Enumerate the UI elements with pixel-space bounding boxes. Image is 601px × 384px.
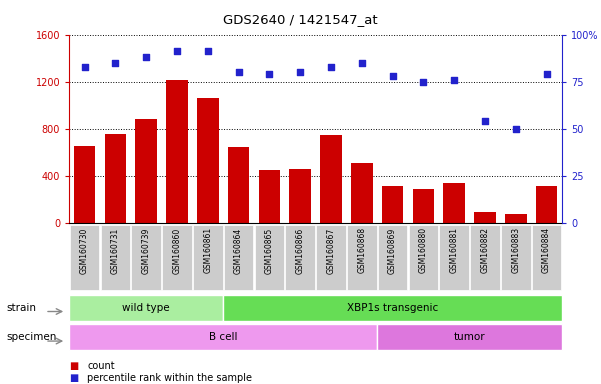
Text: GSM160881: GSM160881 (450, 227, 459, 273)
Bar (320, 134, 342, 223)
Bar (224, 225, 253, 290)
Bar (74, 146, 96, 223)
Text: strain: strain (6, 303, 36, 313)
Text: ■: ■ (69, 361, 78, 371)
Bar (532, 225, 561, 290)
Point (234, 69, 243, 75)
Bar (378, 225, 407, 290)
Point (388, 73, 397, 79)
Bar (316, 225, 346, 290)
Text: GDS2640 / 1421547_at: GDS2640 / 1421547_at (223, 13, 378, 26)
Point (264, 71, 274, 77)
Text: XBP1s transgenic: XBP1s transgenic (347, 303, 438, 313)
Point (357, 60, 367, 66)
Bar (223, 295, 562, 321)
Bar (444, 183, 465, 223)
Bar (289, 169, 311, 223)
Bar (258, 170, 280, 223)
Bar (69, 295, 223, 321)
Text: GSM160860: GSM160860 (172, 227, 182, 273)
Bar (70, 225, 99, 290)
Text: percentile rank within the sample: percentile rank within the sample (87, 373, 252, 383)
Bar (228, 147, 249, 223)
Bar (193, 225, 222, 290)
Bar (377, 324, 562, 350)
Text: GSM160861: GSM160861 (203, 227, 212, 273)
Point (295, 69, 305, 75)
Text: wild type: wild type (123, 303, 170, 313)
Text: GSM160865: GSM160865 (265, 227, 274, 273)
Text: GSM160868: GSM160868 (357, 227, 366, 273)
Bar (132, 225, 161, 290)
Point (111, 60, 120, 66)
Point (450, 77, 459, 83)
Bar (135, 119, 157, 223)
Text: count: count (87, 361, 115, 371)
Text: GSM160739: GSM160739 (142, 227, 151, 274)
Text: GSM160866: GSM160866 (296, 227, 305, 273)
Bar (347, 225, 376, 290)
Bar (501, 225, 531, 290)
Point (326, 63, 336, 70)
Text: GSM160867: GSM160867 (326, 227, 335, 273)
Bar (505, 215, 526, 223)
Text: GSM160884: GSM160884 (542, 227, 551, 273)
Bar (535, 186, 557, 223)
Bar (412, 189, 434, 223)
Bar (351, 163, 373, 223)
Text: GSM160730: GSM160730 (80, 227, 89, 274)
Text: specimen: specimen (6, 332, 56, 342)
Text: tumor: tumor (454, 332, 486, 342)
Bar (162, 225, 192, 290)
Point (141, 54, 151, 60)
Bar (69, 324, 377, 350)
Bar (470, 225, 499, 290)
Bar (255, 225, 284, 290)
Text: ■: ■ (69, 373, 78, 383)
Bar (100, 225, 130, 290)
Bar (382, 186, 403, 223)
Text: GSM160864: GSM160864 (234, 227, 243, 273)
Point (542, 71, 551, 77)
Bar (474, 212, 496, 223)
Bar (285, 225, 315, 290)
Text: GSM160880: GSM160880 (419, 227, 428, 273)
Bar (105, 134, 126, 223)
Text: GSM160883: GSM160883 (511, 227, 520, 273)
Point (80, 63, 90, 70)
Text: GSM160882: GSM160882 (480, 227, 489, 273)
Point (203, 48, 213, 55)
Bar (197, 98, 219, 223)
Bar (166, 80, 188, 223)
Point (511, 126, 520, 132)
Text: B cell: B cell (209, 332, 237, 342)
Bar (409, 225, 438, 290)
Text: GSM160731: GSM160731 (111, 227, 120, 273)
Point (418, 79, 428, 85)
Bar (439, 225, 469, 290)
Point (480, 118, 490, 124)
Text: GSM160869: GSM160869 (388, 227, 397, 273)
Point (172, 48, 182, 55)
